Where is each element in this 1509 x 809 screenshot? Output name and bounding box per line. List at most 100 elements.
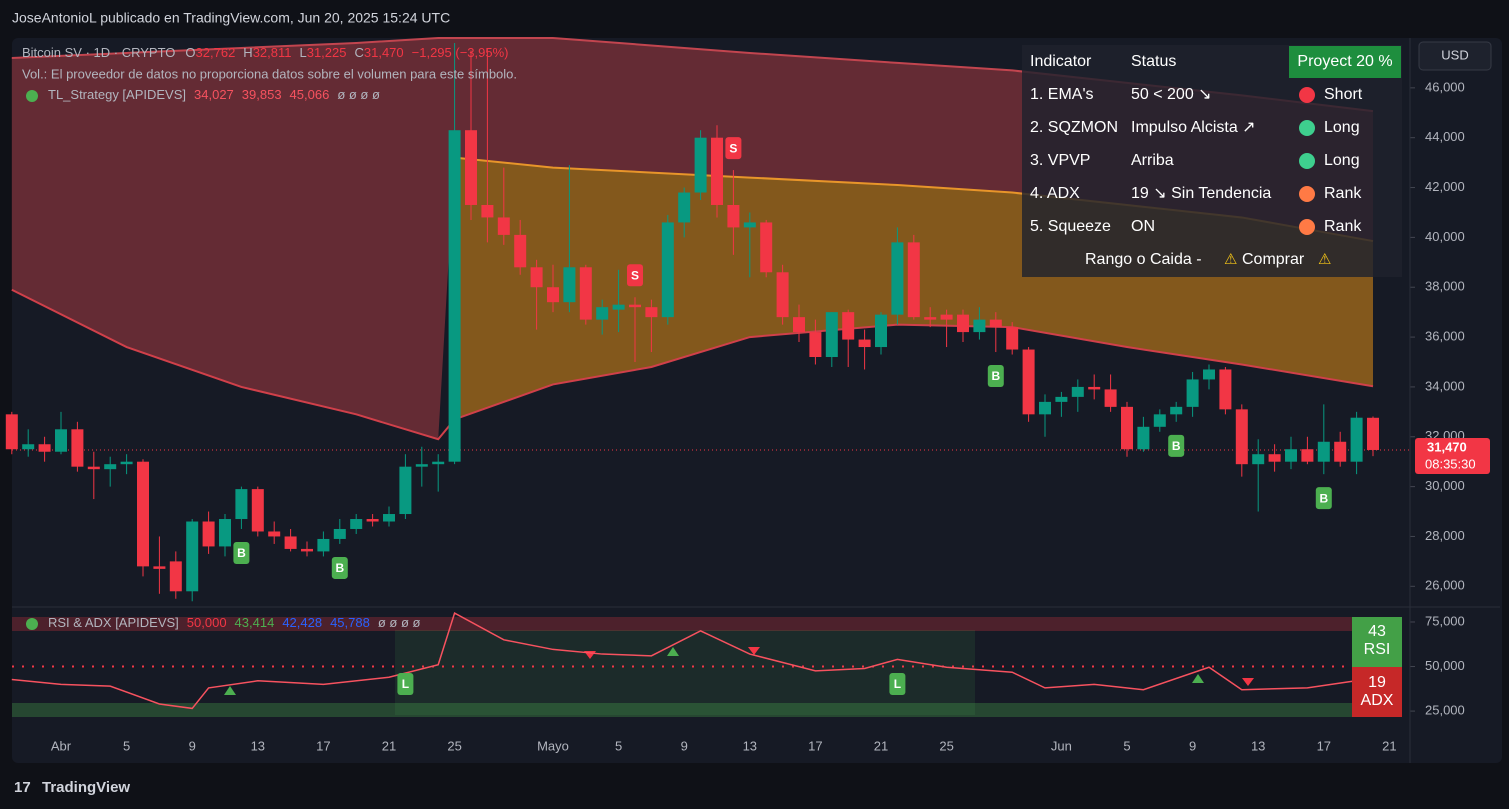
rsi-tick-label: 25,000 [1425,703,1465,718]
projection-badge [1289,46,1401,78]
table-signal: Long [1324,119,1360,136]
candle-body [1104,389,1117,407]
signal-badge [1168,434,1185,457]
y-tick-label: 36,000 [1425,329,1465,344]
rsi-badge-value: 43 [1368,623,1386,640]
candle-body [924,317,937,320]
table-status: 19 ↘ Sin Tendencia [1131,185,1271,202]
rsi-overbought-zone [12,617,1352,631]
candle-body [137,461,149,567]
table-signal: Long [1324,152,1360,169]
y-tick-label: 40,000 [1425,229,1465,244]
candle-body [1071,386,1084,397]
price-change: −1,295 (−3,95%) [412,45,509,60]
candle-body [579,267,592,320]
candle-body [957,314,969,333]
x-tick-label: 13 [1251,738,1265,753]
candle-body [825,312,838,358]
candle-body [1153,414,1166,427]
candle-body [55,429,67,452]
currency-label[interactable]: USD [1441,47,1468,62]
candle-body [448,130,461,462]
rsi-badge-label: RSI [1364,641,1391,658]
candle-body [711,137,723,205]
candle-body [760,222,773,273]
price-tag [1415,437,1490,474]
y-tick-label: 26,000 [1425,578,1465,593]
table-status: Arriba [1131,152,1174,169]
candle-body [399,466,412,515]
candle-body [301,548,313,552]
ohlc-value: 32,762 [196,45,236,60]
y-tick-label: 44,000 [1425,129,1465,144]
candle-body [678,192,691,223]
candle-body [1137,426,1150,450]
rsi-signal-badge [889,673,906,695]
candle-body [727,204,740,228]
table-footer-action: Comprar [1242,251,1305,268]
signal-label: B [335,561,344,575]
table-indicator: 4. ADX [1030,185,1080,202]
signal-badge [987,365,1004,388]
candle-body [1268,454,1281,462]
x-tick-label: Mayo [537,738,569,753]
x-tick-label: 25 [447,738,461,753]
candle-body [514,234,527,268]
candle-body [776,272,789,318]
rsi-background [12,612,1410,720]
rsi-legend: RSI & ADX [APIDEVS] 50,000 43,414 42,428 45,… [48,615,421,630]
x-tick-label: 5 [1123,738,1130,753]
legend: Bitcoin SV · 1D · CRYPTO O32,762 H32,811 L3… [22,45,517,630]
header-text: JoseAntonioL publicado en TradingView.co… [12,10,450,26]
candle-layer: 31,470 08:35:30 B B S S B B B [5,42,1490,602]
adx-badge-value: 19 [1368,674,1386,691]
y-tick-label: 34,000 [1425,378,1465,393]
x-tick-label: 9 [681,738,688,753]
grid-layer: 26,00028,00030,00032,00034,00036,00038,0… [51,79,1465,753]
table-footer: Rango o Caida - [1085,251,1202,268]
candle-body [1006,327,1019,350]
signal-badge [331,556,348,579]
status-dot [1299,153,1315,169]
candle-body [1252,454,1265,465]
x-tick-label: 25 [939,738,953,753]
indicator-name: TL_Strategy [APIDEVS] [48,87,186,102]
warning-icon: ⚠ [1224,251,1237,268]
candle-body [1022,349,1035,415]
table-signal: Rank [1324,218,1362,235]
candle-body [1367,417,1379,450]
table-header: Status [1131,53,1176,70]
currency-button[interactable] [1418,41,1492,71]
candle-body [596,307,609,320]
rsi-badge [1352,617,1402,667]
candle-body [629,304,641,308]
ohlc-key: H [243,45,252,60]
status-dot [1299,186,1315,202]
candle-body [153,566,166,569]
x-tick-label: 13 [743,738,757,753]
status-dot [1299,120,1315,136]
indicator-icon [26,90,38,102]
y-tick-label: 30,000 [1425,478,1465,493]
signal-label: B [237,546,246,560]
candle-body [22,444,35,450]
warning-icon: ⚠ [1318,251,1331,268]
brand-name: TradingView [42,779,130,796]
candle-body [793,317,805,333]
price-tag-timer: 08:35:30 [1425,456,1476,471]
rsi-legend-value: 50,000 [187,615,227,630]
signal-badge [233,541,250,564]
candle-body [989,319,1002,328]
signal-badge [725,137,742,160]
x-tick-label: 21 [382,738,396,753]
candle-body [694,137,707,193]
candle-body [186,521,199,592]
rsi-legend-value: 45,788 [330,615,370,630]
candle-body [1301,449,1314,462]
candle-body [87,466,100,470]
x-tick-label: 17 [808,738,822,753]
table-status: 50 < 200 ↘ [1131,86,1212,103]
candle-body [284,536,297,549]
y-tick-label: 28,000 [1425,528,1465,543]
